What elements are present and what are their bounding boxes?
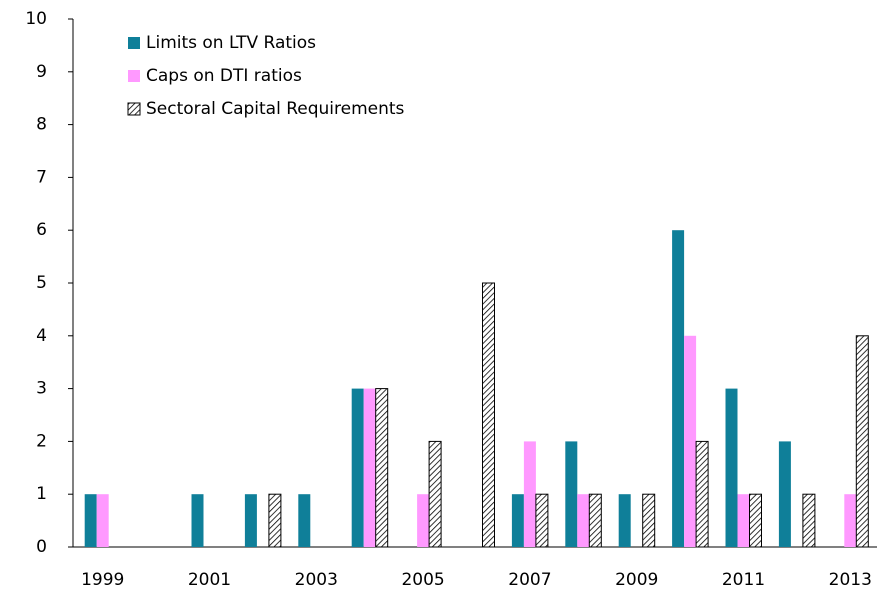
y-tick-label: 2 xyxy=(36,431,47,451)
bar xyxy=(417,494,430,547)
bar xyxy=(672,230,685,547)
bar xyxy=(84,494,97,547)
y-tick-label: 1 xyxy=(36,484,47,504)
y-tick-label: 0 xyxy=(36,537,47,557)
legend-label: Sectoral Capital Requirements xyxy=(146,99,405,119)
bar xyxy=(695,440,709,548)
bar xyxy=(535,493,549,548)
bar xyxy=(482,282,495,548)
legend-label: Limits on LTV Ratios xyxy=(146,33,316,53)
bar xyxy=(428,440,442,548)
y-tick-label: 9 xyxy=(36,62,47,82)
bar xyxy=(844,494,857,547)
bar xyxy=(351,388,364,547)
bar xyxy=(749,493,762,548)
bar xyxy=(96,494,109,547)
bar xyxy=(375,388,389,548)
bar xyxy=(855,335,869,548)
x-tick-label: 1999 xyxy=(81,570,124,590)
bar xyxy=(298,494,311,547)
bar xyxy=(802,493,816,548)
bar xyxy=(268,493,282,548)
bar xyxy=(725,388,738,547)
bar xyxy=(577,494,590,547)
legend-label: Caps on DTI ratios xyxy=(146,66,302,86)
legend-swatch xyxy=(128,70,140,82)
bar xyxy=(523,441,536,547)
x-tick-label: 2013 xyxy=(829,570,872,590)
bar xyxy=(737,494,750,547)
legend-swatch xyxy=(128,37,140,49)
bar xyxy=(588,493,602,548)
bar xyxy=(778,441,791,547)
x-tick-label: 2007 xyxy=(508,570,551,590)
bar xyxy=(684,335,697,547)
x-tick-label: 2003 xyxy=(295,570,338,590)
y-tick-label: 4 xyxy=(36,326,47,346)
legend-swatch xyxy=(127,102,141,116)
x-tick-label: 2005 xyxy=(401,570,444,590)
x-tick-label: 2009 xyxy=(615,570,658,590)
y-tick-label: 3 xyxy=(36,379,47,399)
bar xyxy=(363,388,376,547)
bar xyxy=(565,441,578,547)
y-tick-label: 7 xyxy=(36,167,47,187)
x-tick-label: 2001 xyxy=(188,570,231,590)
y-tick-label: 5 xyxy=(36,273,47,293)
y-tick-label: 10 xyxy=(25,9,47,29)
bar xyxy=(244,494,257,547)
bar xyxy=(642,493,656,548)
bar xyxy=(511,494,524,547)
y-tick-label: 6 xyxy=(36,220,47,240)
y-tick-label: 8 xyxy=(36,115,47,135)
x-tick-label: 2011 xyxy=(722,570,765,590)
bar xyxy=(618,494,631,547)
bar xyxy=(191,494,204,547)
